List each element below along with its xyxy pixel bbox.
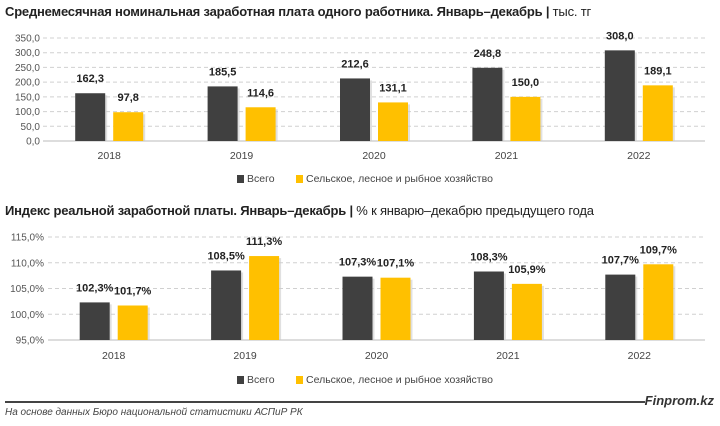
chart1-data-label: 212,6 [341,58,369,70]
chart2-data-label: 101,7% [114,285,152,297]
chart2-legend-label: Всего [247,374,275,386]
chart2-xtick-label: 2021 [496,350,520,362]
chart1-bar-total [472,67,503,141]
source-note: На основе данных Бюро национальной стати… [5,407,303,418]
chart1-legend-swatch [296,175,303,183]
chart2-bar-total [605,274,636,340]
chart2-data-label: 107,7% [602,255,640,267]
chart2-data-label: 107,3% [339,257,377,269]
chart1-legend-label: Сельское, лесное и рыбное хозяйство [306,173,493,185]
chart2-bar-agriculture [511,283,542,340]
chart2-bar-agriculture [249,256,280,340]
chart1-title-text: Среднемесячная номинальная заработная пл… [5,4,543,19]
chart2-bar-total [342,276,373,340]
chart1-data-label: 185,5 [209,66,237,78]
chart1-ytick-label: 0,0 [26,137,40,148]
chart1-data-label: 131,1 [379,82,407,94]
chart2-ytick-label: 110,0% [11,258,44,269]
chart2-ytick-label: 105,0% [10,284,44,295]
chart2-bar-total [211,270,242,340]
chart2-xtick-label: 2018 [102,350,126,362]
chart2-data-label: 108,3% [470,252,508,264]
chart2-bar-total [473,271,504,340]
chart2-bar-agriculture [380,277,411,340]
chart2-data-label: 102,3% [76,282,114,294]
chart1-ytick-label: 50,0 [21,122,41,133]
chart2-data-label: 107,1% [377,258,415,270]
chart1-xtick-label: 2022 [627,150,651,162]
brand-logo[interactable]: Finprom.kz [644,393,714,408]
chart2-bar-agriculture [643,264,674,340]
chart2-data-label: 108,5% [207,250,245,262]
chart1-bar-total [207,86,238,141]
chart1-ytick-label: 250,0 [15,63,40,74]
chart2-legend-swatch [237,376,244,384]
chart1-legend-swatch [237,175,244,183]
chart1-title: Среднемесячная номинальная заработная пл… [5,4,591,19]
chart2-title: Индекс реальной заработной платы. Январь… [5,203,594,218]
chart1-xtick-label: 2020 [362,150,386,162]
chart1-ytick-label: 100,0 [15,107,40,118]
chart2-bar-total [79,302,110,340]
chart1-bar-agriculture [642,85,673,141]
chart2-data-label: 111,3% [246,236,282,248]
chart1-ytick-label: 300,0 [15,48,40,59]
chart2-ytick-label: 115,0% [11,233,44,244]
chart1-data-label: 189,1 [644,65,672,77]
chart2-xtick-label: 2022 [628,350,652,362]
chart1-data-label: 97,8 [117,92,138,104]
chart2-ytick-label: 95,0% [16,336,44,347]
chart1-data-label: 150,0 [512,77,540,89]
chart1-bar-agriculture [378,102,408,141]
chart1-unit: тыс. тг [552,4,592,19]
chart2-title-text: Индекс реальной заработной платы. Январь… [5,203,347,218]
chart1-ytick-label: 200,0 [15,78,40,89]
chart2-data-label: 105,9% [508,264,546,276]
chart1-legend-label: Всего [247,173,275,185]
chart2-xtick-label: 2020 [365,350,389,362]
chart1-xtick-label: 2021 [495,150,519,162]
chart1-bar-total [75,93,106,141]
chart2-data-label: 109,7% [640,244,678,256]
chart1-xtick-label: 2018 [98,150,122,162]
chart1-xtick-label: 2019 [230,150,254,162]
chart1-bar-agriculture [510,96,541,141]
chart1-data-label: 162,3 [76,73,104,85]
chart2-legend-label: Сельское, лесное и рыбное хозяйство [306,374,493,386]
chart1-bar-agriculture [113,112,144,141]
chart1-bar-agriculture [245,107,276,141]
chart2-xtick-label: 2019 [233,350,257,362]
chart1-ytick-label: 350,0 [15,34,40,45]
chart2-legend-swatch [296,376,303,384]
chart1-bar-total [604,50,635,141]
chart2-ytick-label: 100,0% [10,310,44,321]
chart1-data-label: 248,8 [474,48,502,60]
chart2-bar-agriculture [117,305,148,340]
chart1-bar-total [340,78,370,141]
chart1-data-label: 114,6 [247,87,274,99]
chart1-data-label: 308,0 [606,30,634,42]
footer-divider [5,401,645,403]
chart2-unit: % к январю–декабрю предыдущего года [356,203,594,218]
chart1-ytick-label: 150,0 [15,92,40,103]
